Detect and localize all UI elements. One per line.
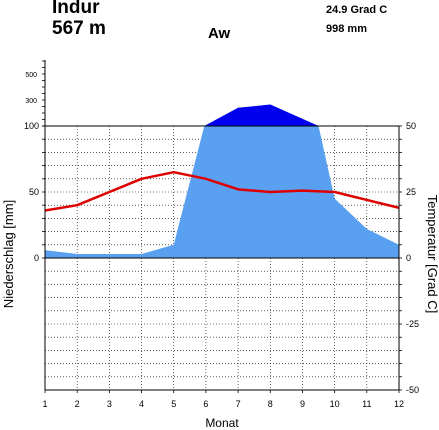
- temperature-line: [44, 170, 400, 212]
- x-tick-label: 2: [75, 399, 80, 409]
- station-elevation: 567 m: [52, 18, 106, 39]
- x-tick-label: 1: [42, 399, 47, 409]
- total-precipitation: 998 mm: [326, 23, 367, 35]
- left-tick-label: 0: [34, 253, 39, 263]
- right-tick-label: 0: [406, 253, 411, 263]
- precipitation-area-fill: [45, 104, 399, 258]
- x-axis-title: Monat: [205, 416, 239, 430]
- temperature-line-group: [44, 170, 400, 212]
- right-tick-label: -50: [406, 385, 419, 395]
- x-tick-label: 7: [236, 399, 241, 409]
- x-tick-label: 4: [139, 399, 144, 409]
- x-tick-label: 10: [330, 399, 340, 409]
- left-tick-label-upper: 300: [25, 98, 37, 105]
- x-tick-label: 11: [362, 399, 371, 409]
- right-tick-label: 25: [406, 187, 416, 197]
- x-tick-label: 12: [394, 399, 404, 409]
- precipitation-area: [45, 104, 399, 258]
- right-tick-label: -25: [406, 319, 419, 329]
- left-tick-label-upper: 500: [25, 72, 37, 79]
- climate-class: Aw: [208, 25, 231, 42]
- x-tick-label: 6: [203, 399, 208, 409]
- x-tick-label: 8: [268, 399, 273, 409]
- y-axis-title-left: Niederschlag [mm]: [1, 200, 16, 308]
- mean-temperature: 24.9 Grad C: [326, 4, 388, 16]
- precipitation-excess-fill: [204, 104, 319, 126]
- right-tick-label: 50: [406, 121, 416, 131]
- left-tick-label: 100: [24, 121, 39, 131]
- x-tick-label: 5: [171, 399, 176, 409]
- axes: [42, 60, 402, 393]
- x-tick-label: 9: [300, 399, 305, 409]
- left-tick-label: 50: [29, 187, 39, 197]
- y-axis-title-right: Temperatur [Grad C]: [425, 195, 439, 314]
- x-tick-label: 3: [107, 399, 112, 409]
- station-name: Indur: [52, 0, 100, 18]
